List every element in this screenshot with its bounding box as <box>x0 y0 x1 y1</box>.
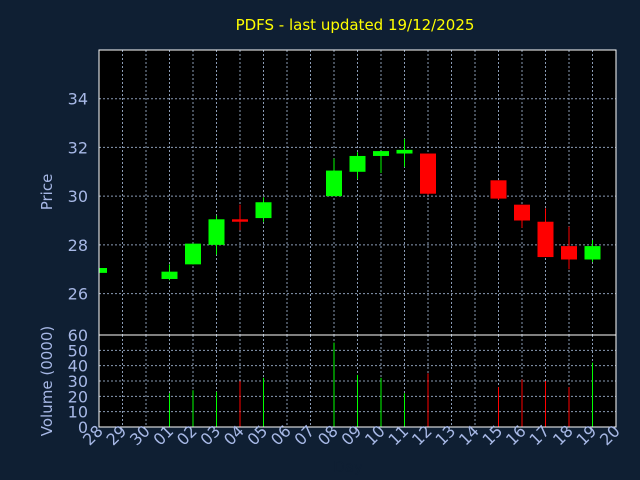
candle-08 <box>326 158 342 197</box>
candle-12 <box>420 153 436 195</box>
candle-body <box>99 268 107 273</box>
candle-19 <box>584 240 601 262</box>
candle-body <box>584 246 601 260</box>
candle-body <box>208 219 225 245</box>
volume-y-tick-label: 10 <box>68 403 88 422</box>
chart-title: PDFS - last updated 19/12/2025 <box>236 16 475 34</box>
candle-01 <box>161 264 178 281</box>
candle-04 <box>232 204 248 231</box>
candle-05 <box>255 197 272 222</box>
candle-body <box>561 246 577 260</box>
candle-17 <box>537 208 554 258</box>
candle-body <box>396 149 413 154</box>
volume-y-tick-label: 60 <box>68 326 88 345</box>
candle-body <box>420 153 436 194</box>
price-y-tick-label: 32 <box>68 138 88 157</box>
candle-09 <box>349 152 366 180</box>
candle-body <box>232 219 248 222</box>
candle-body <box>185 243 201 265</box>
price-plot-area <box>99 50 616 335</box>
x-tick-labels: 2829300102030405060708091011121314151617… <box>79 421 624 449</box>
volume-y-tick-label: 50 <box>68 341 88 360</box>
candle-body <box>537 221 554 258</box>
candle-body <box>373 151 389 156</box>
candle-body <box>255 202 272 219</box>
candle-02 <box>185 243 201 265</box>
candle-11 <box>396 138 413 167</box>
volume-y-tick-label: 20 <box>68 387 88 406</box>
candle-03 <box>208 215 225 255</box>
candle-body <box>490 180 507 199</box>
x-axis-label: Day <box>333 458 363 476</box>
price-axis-label: Price <box>38 174 56 211</box>
price-y-tick-label: 28 <box>68 236 88 255</box>
candle-body <box>514 204 530 221</box>
candle-body <box>326 170 342 197</box>
candlestick-series <box>98 138 601 281</box>
candle-18 <box>561 226 577 270</box>
candle-body <box>349 155 366 172</box>
plot-frame <box>98 49 617 428</box>
candle-16 <box>514 204 530 228</box>
price-y-tick-label: 26 <box>68 285 88 304</box>
volume-bar-series <box>169 342 593 427</box>
price-gridlines <box>99 50 616 335</box>
volume-axis-label: Volume (0000) <box>38 326 56 436</box>
candle-10 <box>373 151 389 174</box>
price-y-tick-labels: 26 28 30 32 34 <box>68 90 88 304</box>
volume-y-tick-label: 30 <box>68 372 88 391</box>
candle-15 <box>490 180 507 200</box>
price-y-tick-label: 30 <box>68 187 88 206</box>
volume-y-tick-label: 0 <box>78 418 88 437</box>
candle-body <box>161 271 178 279</box>
price-y-tick-label: 34 <box>68 90 88 109</box>
volume-y-tick-label: 40 <box>68 357 88 376</box>
